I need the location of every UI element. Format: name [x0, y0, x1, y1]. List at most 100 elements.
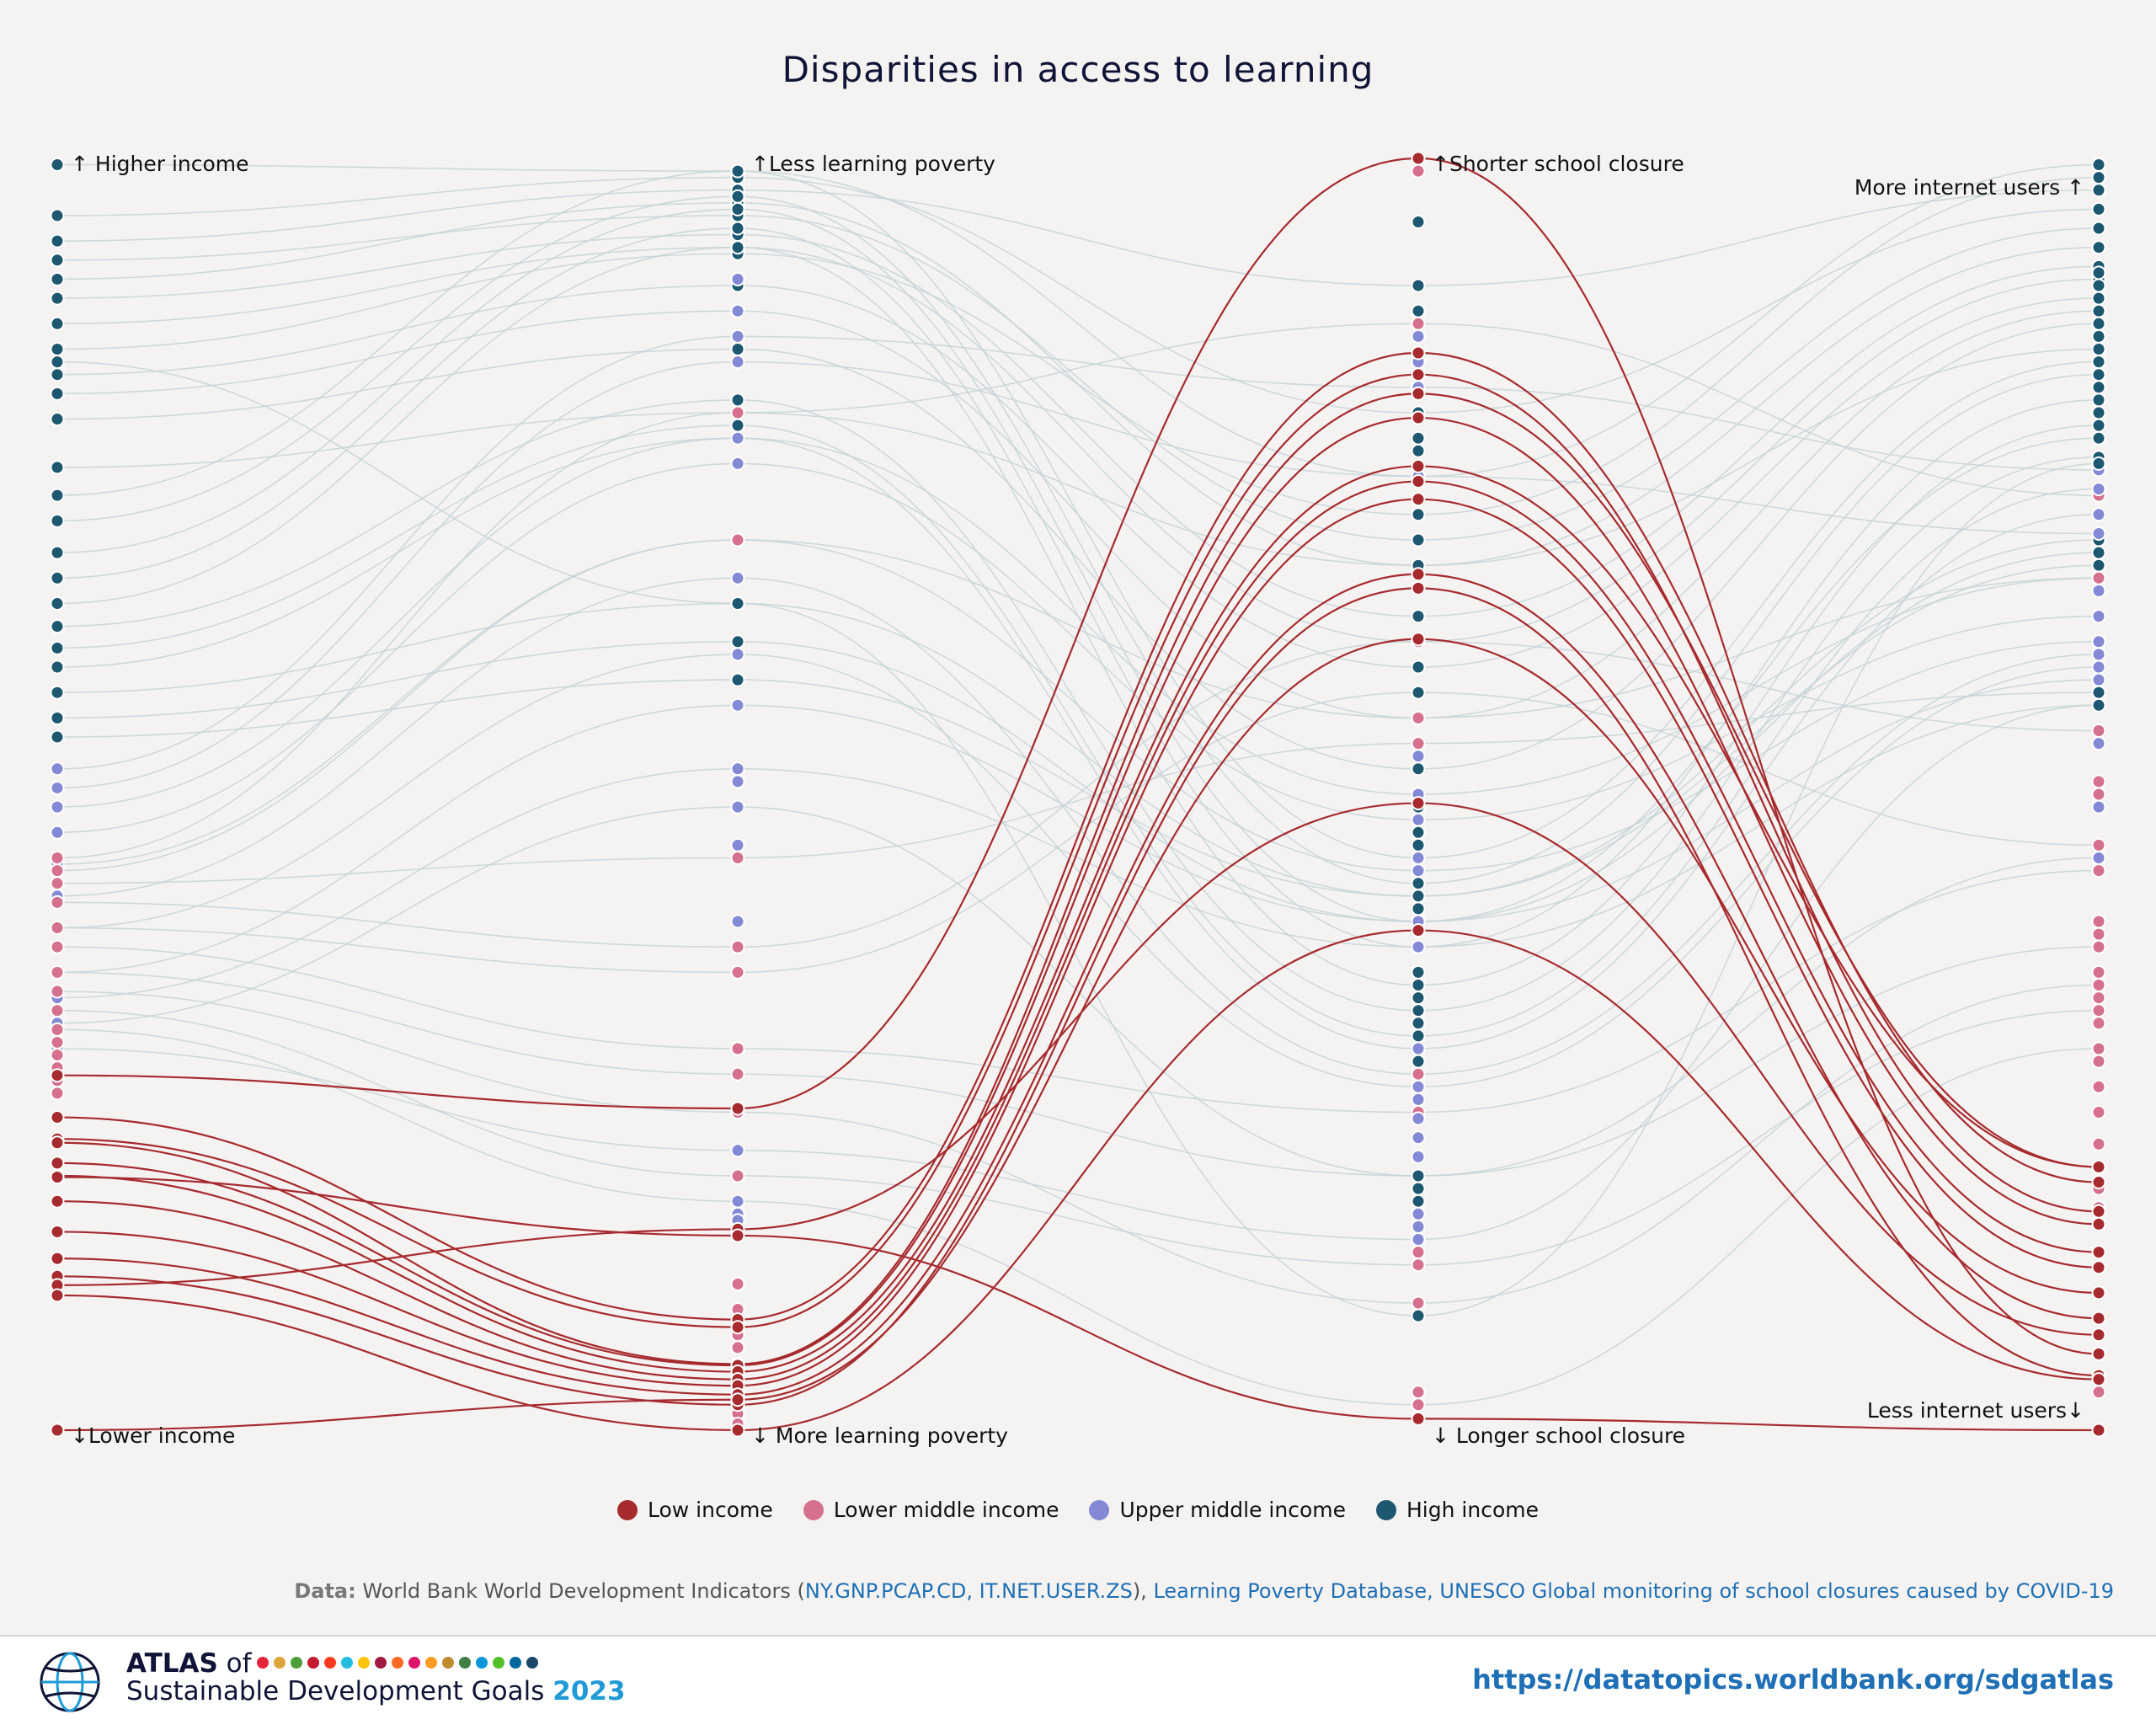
- country-dot[interactable]: [2091, 837, 2106, 852]
- country-dot[interactable]: [50, 233, 65, 248]
- country-dot[interactable]: [730, 221, 745, 236]
- country-dot[interactable]: [1411, 1079, 1426, 1094]
- country-dot[interactable]: [1411, 316, 1426, 331]
- country-dot[interactable]: [2091, 1385, 2106, 1400]
- country-dot[interactable]: [1411, 163, 1426, 179]
- country-dot[interactable]: [1411, 443, 1426, 458]
- country-dot[interactable]: [2091, 158, 2106, 173]
- country-dot[interactable]: [2091, 456, 2106, 471]
- country-dot[interactable]: [1411, 851, 1426, 865]
- country-dot[interactable]: [2091, 418, 2106, 433]
- country-dot[interactable]: [50, 640, 65, 655]
- country-dot[interactable]: [2091, 991, 2106, 1006]
- country-dot[interactable]: [730, 201, 745, 216]
- country-dot[interactable]: [1411, 1130, 1426, 1146]
- country-dot[interactable]: [730, 418, 745, 433]
- country-dot[interactable]: [1411, 901, 1426, 916]
- low-income-line[interactable]: [56, 929, 2100, 1432]
- country-dot[interactable]: [2091, 570, 2106, 585]
- country-dot[interactable]: [2091, 634, 2106, 649]
- country-dot[interactable]: [50, 1022, 65, 1037]
- low-income-dot[interactable]: [730, 1423, 745, 1438]
- country-dot[interactable]: [50, 939, 65, 954]
- country-dot[interactable]: [2091, 278, 2106, 293]
- low-income-dot[interactable]: [1411, 474, 1426, 489]
- country-dot[interactable]: [730, 634, 745, 649]
- country-dot[interactable]: [730, 163, 745, 179]
- low-income-line[interactable]: [56, 638, 2100, 1432]
- country-dot[interactable]: [730, 672, 745, 687]
- country-dot[interactable]: [50, 619, 65, 634]
- low-income-dot[interactable]: [50, 1170, 65, 1185]
- country-dot[interactable]: [50, 1034, 65, 1049]
- country-dot[interactable]: [2091, 851, 2106, 865]
- country-dot[interactable]: [2091, 672, 2106, 687]
- country-dot[interactable]: [1411, 1385, 1426, 1400]
- country-dot[interactable]: [50, 685, 65, 700]
- low-income-dot[interactable]: [1411, 1411, 1426, 1426]
- country-dot[interactable]: [1411, 1003, 1426, 1018]
- country-dot[interactable]: [730, 271, 745, 286]
- country-dot[interactable]: [730, 851, 745, 865]
- country-dot[interactable]: [50, 984, 65, 999]
- country-dot[interactable]: [2091, 863, 2106, 879]
- country-dot[interactable]: [730, 837, 745, 852]
- country-dot[interactable]: [2091, 939, 2106, 954]
- low-income-dot[interactable]: [2091, 1175, 2106, 1190]
- country-dot[interactable]: [2091, 697, 2106, 713]
- country-dot[interactable]: [50, 863, 65, 879]
- low-income-dot[interactable]: [50, 1156, 65, 1171]
- low-income-dot[interactable]: [2091, 1285, 2106, 1300]
- country-dot[interactable]: [1411, 1308, 1426, 1323]
- low-income-dot[interactable]: [2091, 1216, 2106, 1231]
- country-dot[interactable]: [2091, 328, 2106, 344]
- country-dot[interactable]: [2091, 482, 2106, 497]
- country-dot[interactable]: [730, 355, 745, 370]
- country-dot[interactable]: [730, 1168, 745, 1183]
- country-dot[interactable]: [50, 780, 65, 795]
- low-income-dot[interactable]: [2091, 1159, 2106, 1174]
- low-income-line[interactable]: [56, 373, 2100, 1328]
- low-income-dot[interactable]: [1411, 632, 1426, 647]
- country-dot[interactable]: [50, 342, 65, 356]
- country-dot[interactable]: [2091, 526, 2106, 541]
- country-dot[interactable]: [730, 328, 745, 344]
- country-dot[interactable]: [1411, 1041, 1426, 1056]
- country-dot[interactable]: [2091, 1136, 2106, 1151]
- country-dot[interactable]: [2091, 507, 2106, 522]
- low-income-dot[interactable]: [2091, 1423, 2106, 1438]
- low-income-dot[interactable]: [50, 1423, 65, 1438]
- low-income-dot[interactable]: [730, 1228, 745, 1243]
- country-dot[interactable]: [50, 367, 65, 382]
- country-dot[interactable]: [2091, 430, 2106, 446]
- low-income-dot[interactable]: [1411, 367, 1426, 382]
- country-dot[interactable]: [2091, 685, 2106, 700]
- country-dot[interactable]: [50, 355, 65, 370]
- country-dot[interactable]: [1411, 761, 1426, 777]
- website-link[interactable]: https://datatopics.worldbank.org/sdgatla…: [1472, 1664, 2114, 1696]
- country-dot[interactable]: [2091, 1041, 2106, 1056]
- country-dot[interactable]: [2091, 1105, 2106, 1119]
- country-dot[interactable]: [1411, 812, 1426, 827]
- low-income-line[interactable]: [56, 573, 2100, 1396]
- country-dot[interactable]: [1411, 1168, 1426, 1183]
- country-dot[interactable]: [50, 386, 65, 401]
- country-dot[interactable]: [1411, 736, 1426, 751]
- country-dot[interactable]: [2091, 1003, 2106, 1018]
- country-dot[interactable]: [2091, 927, 2106, 942]
- country-dot[interactable]: [2091, 393, 2106, 408]
- country-dot[interactable]: [1411, 1232, 1426, 1247]
- country-dot[interactable]: [50, 596, 65, 611]
- country-dot[interactable]: [730, 1194, 745, 1209]
- country-dot[interactable]: [730, 761, 745, 777]
- country-dot[interactable]: [730, 774, 745, 789]
- country-dot[interactable]: [2091, 265, 2106, 280]
- country-dot[interactable]: [730, 647, 745, 662]
- source-link-indicators[interactable]: NY.GNP.PCAP.CD, IT.NET.USER.ZS: [804, 1579, 1133, 1603]
- low-income-line[interactable]: [56, 465, 2100, 1373]
- country-dot[interactable]: [2091, 724, 2106, 738]
- country-dot[interactable]: [50, 208, 65, 223]
- country-dot[interactable]: [2091, 545, 2106, 560]
- country-dot[interactable]: [1411, 660, 1426, 675]
- country-dot[interactable]: [730, 799, 745, 814]
